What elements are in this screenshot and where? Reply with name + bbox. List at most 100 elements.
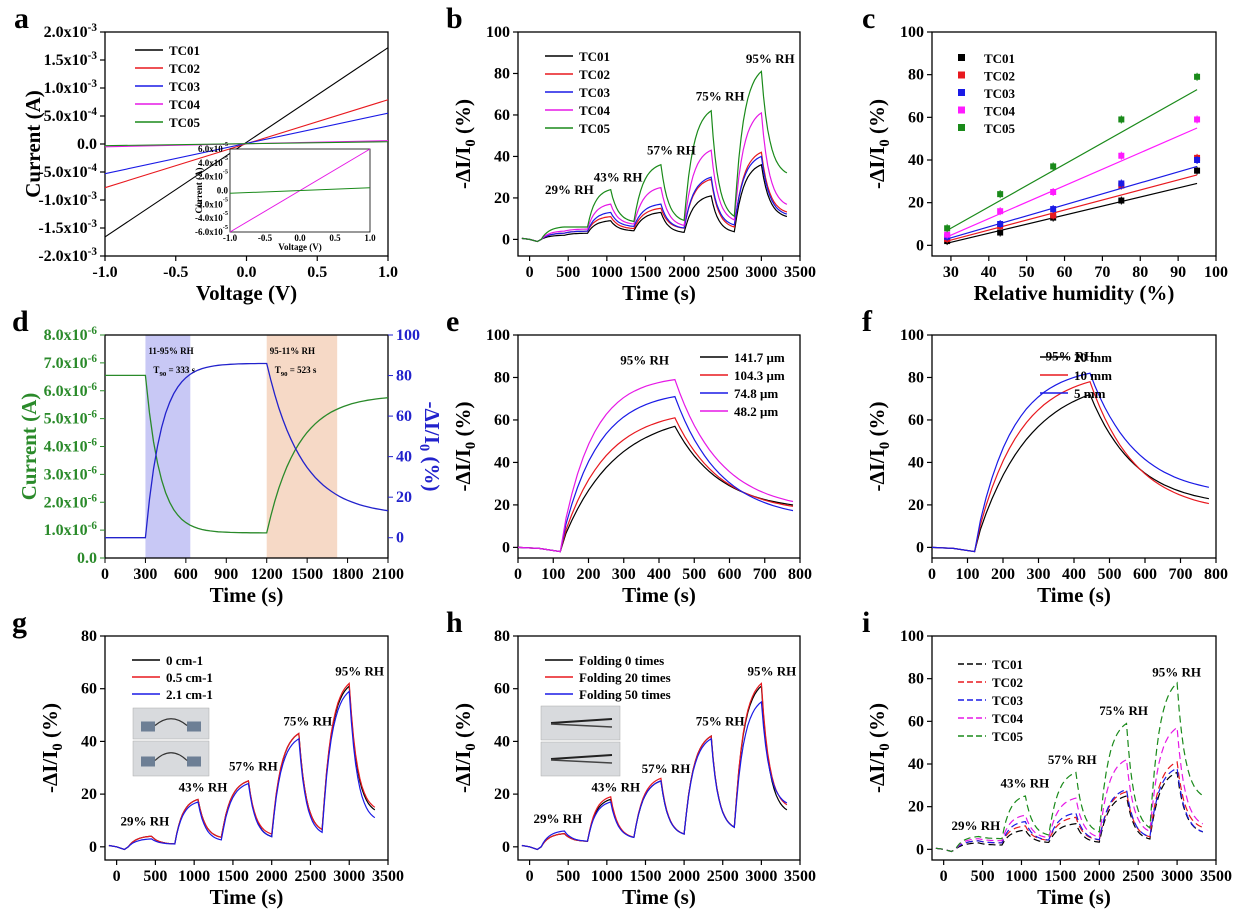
y-tick-label: 20 — [81, 786, 97, 803]
series-line-74.8 μm — [517, 395, 794, 553]
series-line-48.2 μm — [517, 378, 794, 553]
legend-label: TC01 — [579, 49, 610, 64]
legend-marker — [958, 54, 965, 61]
legend-label: 20 mm — [1074, 350, 1112, 365]
y-tick-label: 60 — [494, 681, 510, 698]
legend-label: TC03 — [992, 693, 1024, 708]
series-line-TC05 — [104, 141, 389, 147]
legend-label: Folding 20 times — [579, 670, 671, 685]
y-tick-label: 1.0x10-3 — [44, 78, 98, 97]
x-tick-label: 1500 — [1044, 868, 1076, 885]
y-tick-label: -1.5x10-3 — [38, 218, 97, 237]
data-point-TC04 — [944, 231, 951, 238]
series-line-TC03 — [935, 767, 1204, 853]
series-line-TC04 — [935, 726, 1204, 853]
x-axis-label: Time (s) — [622, 583, 696, 607]
legend-item: TC04 — [958, 104, 1016, 119]
y-tick-label: 20 — [908, 799, 924, 816]
inset-y-label: Current (A) — [194, 167, 204, 213]
x-axis-label: Relative humidity (%) — [974, 281, 1175, 305]
annotation-rh: 95% RH — [1152, 665, 1201, 680]
legend-label: TC02 — [579, 67, 610, 82]
legend-item: 5 mm — [1040, 386, 1106, 401]
x-tick-label: 700 — [753, 566, 777, 583]
annotation-rh: 75% RH — [1099, 703, 1148, 718]
legend-label: TC05 — [992, 729, 1024, 744]
legend-item: 0.5 cm-1 — [132, 670, 213, 685]
panel-f: 0 100 200 300 400 500 600 700 800 0 20 40 60 80 100 Tim… — [865, 327, 1228, 607]
x-tick-label: 3500 — [1200, 868, 1232, 885]
legend-item: TC05 — [958, 729, 1024, 744]
legend-marker — [958, 106, 965, 114]
annotation-rh: 43% RH — [1000, 775, 1049, 790]
annotation-rh: 29% RH — [545, 182, 594, 197]
x-tick-label: 2000 — [668, 264, 700, 281]
x-tick-label: 1500 — [629, 868, 661, 885]
legend-label: 0.5 cm-1 — [166, 670, 213, 685]
x-tick-label: 500 — [1098, 566, 1122, 583]
x-tick-label: 80 — [1132, 264, 1148, 281]
y-tick-label: 5.0x10-4 — [44, 106, 98, 125]
annotation-rh: 29% RH — [951, 818, 1000, 833]
x-axis-label: Time (s) — [210, 885, 284, 909]
legend-label: TC03 — [579, 85, 611, 100]
legend-label: 0 cm-1 — [166, 653, 203, 668]
y-axis-label: -ΔI/I0 (%) — [865, 99, 893, 189]
y-tick-label: 0 — [502, 839, 510, 856]
y-tick-label: 40 — [908, 152, 924, 169]
y2-tick-label: 100 — [396, 327, 420, 344]
fit-line-TC05 — [946, 89, 1198, 231]
x-tick-label: 0 — [514, 566, 522, 583]
region-t90: T90 = 523 s — [275, 365, 317, 378]
y-tick-label: 100 — [900, 24, 924, 41]
y-axis-label: -ΔI/I0 (%) — [451, 99, 479, 189]
folded-sensor-photo-top — [540, 705, 621, 741]
series-line-current — [105, 374, 389, 534]
panel-letter-c: c — [862, 2, 875, 35]
x-tick-label: 0 — [526, 868, 534, 885]
legend-label: 2.1 cm-1 — [166, 687, 213, 702]
x-tick-label: 1000 — [178, 868, 210, 885]
legend-label: TC03 — [169, 79, 201, 94]
region-label: 11-95% RH — [148, 346, 193, 356]
y2-tick-label: 40 — [396, 449, 412, 466]
panel-e: 0 100 200 300 400 500 600 700 800 0 20 40 60 80 100 Tim… — [451, 327, 812, 607]
series-line-104.3 μm — [517, 417, 794, 553]
inset-x-tick: -0.5 — [258, 233, 273, 243]
fit-line-TC01 — [947, 182, 1198, 244]
x-tick-label: 3500 — [784, 264, 816, 281]
series-line-Folding 20 times — [521, 682, 788, 851]
series-line-141.7 μm — [517, 425, 794, 553]
legend-item: TC05 — [545, 121, 611, 136]
data-point-TC04 — [997, 208, 1004, 215]
inset-y-tick: 4.0x10-5 — [198, 155, 228, 168]
x-axis-label: Time (s) — [210, 583, 284, 607]
legend-label: TC04 — [984, 104, 1016, 119]
legend-label: 141.7 μm — [734, 350, 785, 365]
annotation-rh: 57% RH — [642, 761, 691, 776]
legend-item: TC03 — [135, 79, 201, 94]
panel-g: 0 500 1000 1500 2000 2500 3000 3500 0 20 40 60 80 Tim… — [38, 628, 404, 909]
x-tick-label: 0 — [928, 566, 936, 583]
x-tick-label: 70 — [1094, 264, 1110, 281]
x-tick-label: 900 — [214, 566, 238, 583]
y2-axis-label: -ΔI/I0 (%) — [416, 402, 444, 492]
panel-letter-b: b — [446, 2, 463, 35]
y-tick-label: 100 — [486, 24, 510, 41]
legend-item: TC03 — [545, 85, 611, 100]
inset-x-label: Voltage (V) — [278, 242, 321, 252]
x-tick-label: 100 — [1204, 264, 1228, 281]
panel-d: 11-95% RH T90 = 333 s 95-11% RH T90 = 523 s… — [17, 325, 444, 607]
legend-label: TC02 — [169, 61, 200, 76]
legend-marker — [958, 124, 965, 131]
legend-label: TC05 — [579, 121, 611, 136]
legend-item: TC04 — [958, 711, 1024, 726]
y-tick-label: 80 — [494, 369, 510, 386]
x-tick-label: 200 — [991, 566, 1015, 583]
y-tick-label: 1.0x10-6 — [44, 520, 98, 539]
x-tick-label: 500 — [556, 264, 580, 281]
x-tick-label: 300 — [133, 566, 157, 583]
x-tick-label: 400 — [1062, 566, 1086, 583]
legend-label: TC02 — [984, 69, 1015, 84]
